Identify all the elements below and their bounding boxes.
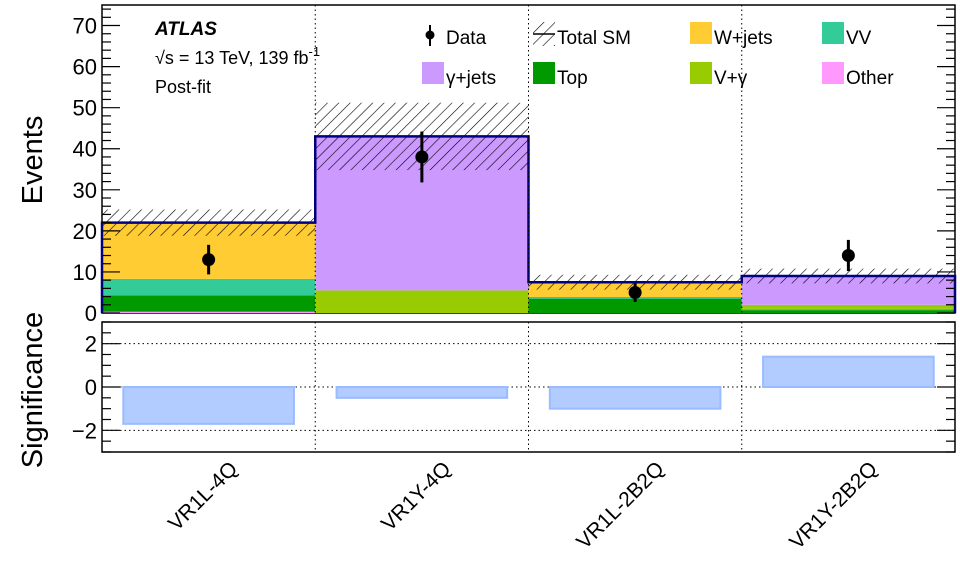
legend-data-marker	[425, 30, 435, 40]
bottom-y-tick-label: 0	[85, 375, 97, 400]
significance-bar-vr1l-2b2q	[548, 386, 722, 410]
legend-label-gamma-jets: γ+jets	[446, 68, 496, 89]
legend-label-data: Data	[446, 28, 487, 49]
bottom-panel-y-ticks: −2 0 2	[72, 321, 955, 453]
legend-label-vv: VV	[846, 28, 872, 49]
y-tick-label: 40	[73, 137, 97, 162]
legend-label-v-gamma: V+γ	[714, 68, 748, 89]
legend: Data Total SM W+jets VV γ+jets Top V+γ Other	[422, 22, 894, 89]
stack-bar-v-gamma-vr1y-4q	[315, 290, 529, 313]
significance-bar-vr1l-4q	[122, 386, 295, 425]
y-tick-label: 50	[73, 96, 97, 121]
total-sm-line	[100, 135, 957, 313]
y-tick-label: 10	[73, 260, 97, 285]
x-label-vr1y-4q: VR1Y-4Q	[377, 457, 455, 535]
legend-label-total-sm: Total SM	[557, 28, 631, 49]
bottom-y-tick-label: 2	[85, 332, 97, 357]
x-label-vr1y-2b2q: VR1Y-2B2Q	[785, 457, 882, 554]
y-tick-label: 60	[73, 55, 97, 80]
legend-swatch-vv	[822, 22, 844, 44]
stack-bar-vv-vr1l-4q	[102, 278, 316, 296]
data-point-vr1l-2b2q	[628, 285, 642, 299]
data-point-vr1y-2b2q	[841, 249, 855, 263]
y-tick-label: 20	[73, 219, 97, 244]
bottom-y-axis-label: Significance	[17, 312, 49, 468]
energy-lumi-label: √s = 13 TeV, 139 fb-1	[155, 44, 320, 68]
stack-bar-top-vr1l-4q	[102, 295, 316, 312]
stack-bar-top-vr1l-2b2q	[528, 298, 742, 313]
y-tick-label: 70	[73, 14, 97, 39]
significance-bar-vr1y-4q	[335, 386, 509, 399]
stack-bar-other-vr1l-4q	[102, 311, 316, 313]
y-tick-label: 0	[85, 301, 97, 326]
legend-swatch-other	[822, 62, 844, 84]
experiment-label: ATLAS	[154, 19, 217, 40]
y-tick-label: 30	[73, 178, 97, 203]
legend-swatch-v-gamma	[690, 62, 712, 84]
energy-text: √s = 13 TeV, 139 fb	[155, 48, 309, 68]
legend-swatch-w-jets	[690, 22, 712, 44]
data-point-vr1l-4q	[202, 253, 216, 267]
top-panel-y-ticks: 0 10 20 30 40 50 60 70	[73, 8, 955, 326]
stacked-histogram	[100, 102, 957, 313]
fit-label: Post-fit	[155, 77, 211, 97]
stack-bar-vv-vr1y-2b2q	[741, 308, 955, 311]
significance-bars	[122, 355, 935, 425]
top-y-axis-label: Events	[17, 116, 49, 205]
legend-swatch-top	[533, 62, 555, 84]
legend-label-w-jets: W+jets	[714, 28, 773, 49]
bottom-y-tick-label: −2	[72, 418, 97, 443]
significance-bar-vr1y-2b2q	[762, 355, 935, 388]
x-axis-category-labels: VR1L-4Q VR1Y-4Q VR1L-2B2Q VR1Y-2B2Q	[164, 457, 882, 554]
legend-label-other: Other	[846, 68, 894, 89]
stack-bar-top-vr1y-2b2q	[741, 310, 955, 313]
legend-swatch-gamma-jets	[422, 62, 444, 84]
bottom-panel-grid	[102, 322, 955, 452]
top-panel-grid	[314, 5, 743, 313]
legend-label-top: Top	[557, 68, 588, 89]
lumi-exponent: -1	[309, 44, 321, 59]
data-point-vr1y-4q	[415, 150, 429, 164]
stack-bar-v-gamma-vr1y-2b2q	[741, 304, 955, 309]
x-label-vr1l-2b2q: VR1L-2B2Q	[572, 457, 668, 553]
x-label-vr1l-4q: VR1L-4Q	[164, 457, 242, 535]
